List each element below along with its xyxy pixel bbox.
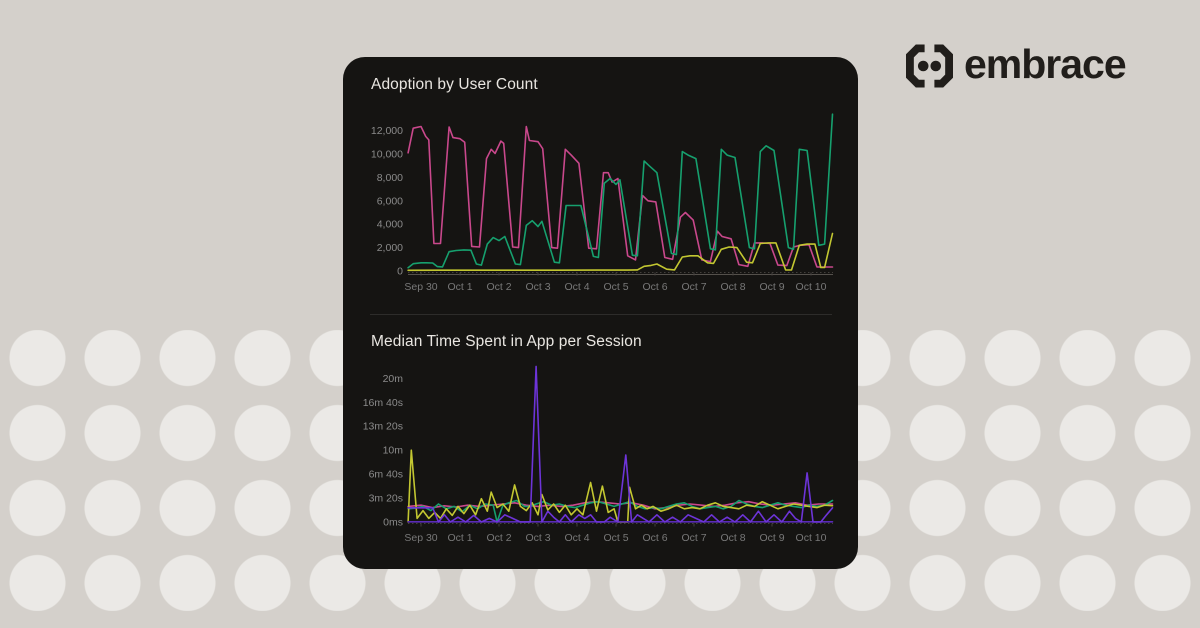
series-line-session-purple	[407, 365, 834, 523]
x-axis-tick-label: Oct 10	[796, 532, 827, 544]
x-axis-tick-label: Oct 5	[603, 281, 628, 293]
x-axis-tick-label: Sep 30	[404, 532, 437, 544]
y-axis-tick-label: 12,000	[371, 125, 403, 137]
x-axis-tick-label: Oct 2	[486, 281, 511, 293]
x-axis-tick-label: Oct 8	[720, 532, 745, 544]
x-axis-tick-label: Oct 2	[486, 532, 511, 544]
y-axis-tick-label: 6m 40s	[369, 469, 403, 481]
x-axis-tick-label: Oct 4	[564, 532, 589, 544]
brand-logo: embrace	[906, 40, 1127, 88]
y-axis-tick-label: 13m 20s	[363, 421, 403, 433]
y-axis-tick-label: 2,000	[377, 242, 403, 254]
x-axis-tick-label: Oct 3	[525, 532, 550, 544]
section-divider	[370, 314, 832, 315]
x-axis-tick-label: Oct 1	[447, 281, 472, 293]
y-axis-tick-label: 3m 20s	[369, 493, 403, 505]
brand-name: embrace	[964, 40, 1127, 87]
x-axis-tick-label: Oct 9	[759, 532, 784, 544]
series-line-users-green	[407, 113, 834, 269]
x-axis-tick-label: Oct 5	[603, 532, 628, 544]
x-axis-tick-label: Oct 7	[681, 532, 706, 544]
y-axis-tick-label: 0ms	[383, 517, 403, 529]
chart-title-adoption: Adoption by User Count	[371, 76, 538, 93]
x-axis-tick-label: Sep 30	[404, 281, 437, 293]
y-axis-tick-label: 4,000	[377, 219, 403, 231]
x-axis-tick-label: Oct 7	[681, 281, 706, 293]
x-axis-tick-label: Oct 9	[759, 281, 784, 293]
y-axis-tick-label: 16m 40s	[363, 397, 403, 409]
series-line-users-magenta	[407, 125, 834, 268]
y-axis-tick-label: 0	[397, 266, 403, 278]
x-axis-tick-label: Oct 10	[796, 281, 827, 293]
x-axis-tick-label: Oct 6	[642, 532, 667, 544]
series-line-users-yellow	[407, 232, 834, 272]
y-axis-tick-label: 10m	[383, 445, 404, 457]
y-axis-tick-label: 20m	[383, 373, 404, 385]
dashboard-card: Adoption by User Count 0 2,000 4,000 6,000 8…	[343, 57, 858, 569]
embrace-brackets-eyes-icon	[906, 44, 953, 88]
x-axis-tick-label: Oct 8	[720, 281, 745, 293]
y-axis-tick-label: 8,000	[377, 172, 403, 184]
adoption-by-user-count-chart: 0 2,000 4,000 6,000 8,000 10,000 12,000 Sep 30 O…	[371, 113, 834, 293]
x-axis-tick-label: Oct 6	[642, 281, 667, 293]
series-line-session-yellow	[407, 449, 834, 523]
chart-title-session-time: Median Time Spent in App per Session	[371, 333, 642, 350]
x-axis-tick-label: Oct 3	[525, 281, 550, 293]
series-line-session-green	[407, 499, 834, 523]
x-axis-tick-label: Oct 4	[564, 281, 589, 293]
y-axis-tick-label: 6,000	[377, 195, 403, 207]
x-axis-tick-label: Oct 1	[447, 532, 472, 544]
median-time-spent-chart: 0ms 3m 20s 6m 40s 10m 13m 20s 16m 40s 20m Sep 3…	[363, 365, 834, 544]
y-axis-tick-label: 10,000	[371, 148, 403, 160]
